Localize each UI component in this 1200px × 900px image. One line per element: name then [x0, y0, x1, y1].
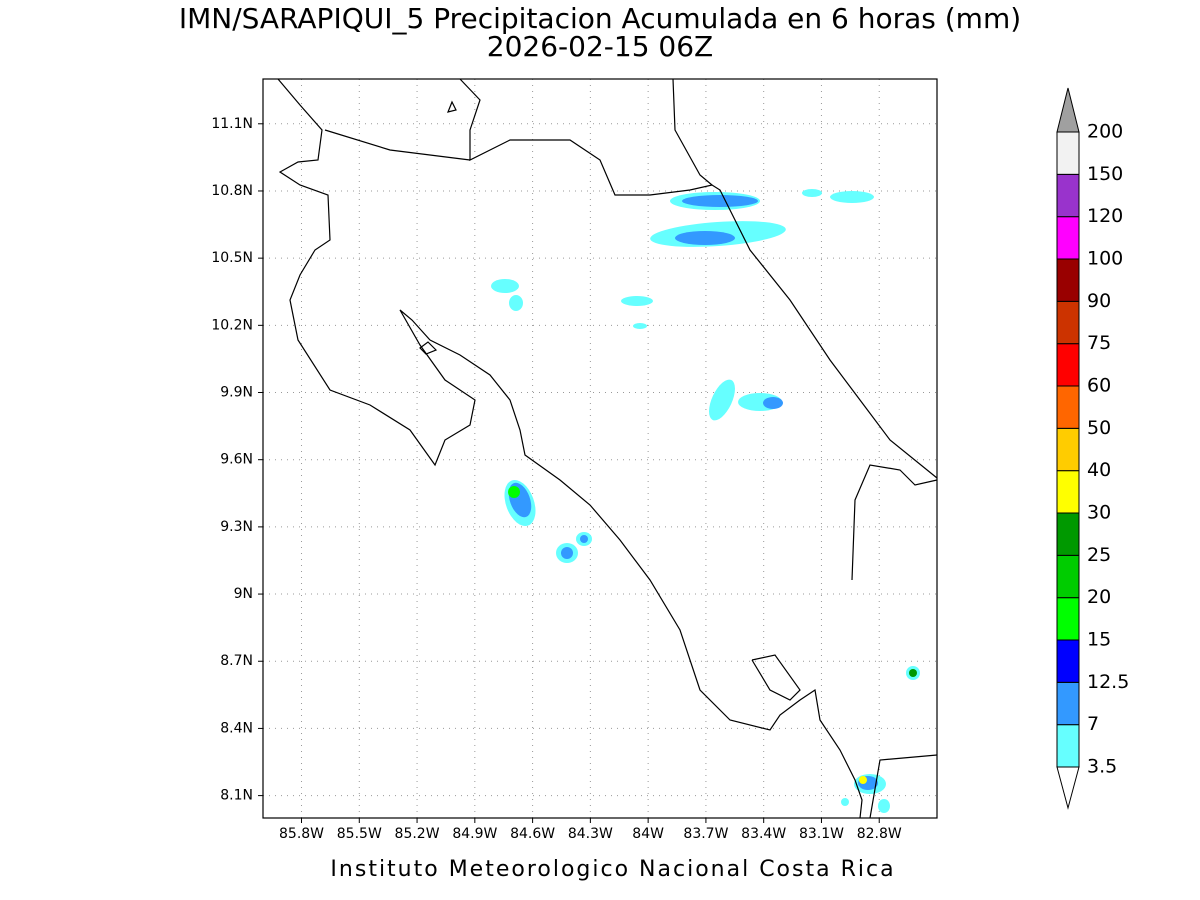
colorbar-label: 40 [1087, 459, 1111, 481]
colorbar-box [1056, 724, 1080, 768]
x-tick-label: 84.6W [510, 826, 555, 842]
colorbar-box [1056, 681, 1080, 726]
x-tick-label: 83.7W [683, 826, 728, 842]
y-tick-label: 10.5N [211, 250, 253, 266]
precip [491, 189, 920, 813]
x-tick-label: 83.4W [741, 826, 786, 842]
y-tick-label: 9.6N [220, 452, 253, 468]
colorbar: 3.5 7 12.5 15 20 25 30 40 50 60 75 90 100 120 150 200 [1056, 87, 1129, 810]
colorbar-box [1056, 512, 1080, 556]
colorbar-box [1056, 216, 1080, 260]
x-tick-label: 84.3W [568, 826, 613, 842]
colorbar-label: 90 [1087, 290, 1111, 312]
y-tick-label: 8.4N [220, 720, 253, 736]
colorbar-box [1056, 173, 1080, 218]
colorbar-box [1056, 300, 1080, 345]
y-tick-label: 8.7N [220, 653, 253, 669]
colorbar-label: 15 [1087, 629, 1111, 651]
y-tick-label: 9.9N [220, 385, 253, 401]
x-tick-label: 85.2W [395, 826, 440, 842]
y-tick-label: 10.8N [211, 183, 253, 199]
colorbar-label: 75 [1087, 332, 1111, 354]
colorbar-label: 25 [1087, 544, 1111, 566]
colorbar-label: 20 [1087, 586, 1111, 608]
y-tick-label: 10.2N [211, 317, 253, 333]
colorbar-label: 12.5 [1087, 671, 1129, 693]
colorbar-label: 7 [1087, 713, 1099, 735]
x-tick-label: 83.1W [799, 826, 844, 842]
x-tick-label: 84W [632, 826, 664, 842]
colorbar-box [1056, 639, 1080, 683]
title: IMN/SARAPIQUI_5 Precipitacion Acumulada … [179, 2, 1021, 35]
x-tick-label: 82.8W [857, 826, 902, 842]
colorbar-label: 60 [1087, 375, 1111, 397]
x-tick-label: 85.8W [279, 826, 324, 842]
colorbar-box [1056, 385, 1080, 429]
footer: Instituto Meteorologico Nacional Costa R… [330, 857, 895, 882]
colorbar-above [1056, 87, 1080, 133]
colorbar-label: 30 [1087, 502, 1111, 524]
map-frame [262, 78, 938, 819]
colorbar-box [1056, 554, 1080, 599]
y-tick-label: 8.1N [220, 788, 253, 804]
colorbar-label: 50 [1087, 417, 1111, 439]
colorbar-label: 150 [1087, 163, 1123, 185]
x-tick-label: 85.5W [337, 826, 382, 842]
y-tick-label: 11.1N [211, 116, 253, 132]
colorbar-box [1056, 427, 1080, 472]
colorbar-label: 3.5 [1087, 756, 1117, 778]
colorbar-box [1056, 597, 1080, 641]
colorbar-box [1056, 258, 1080, 302]
colorbar-below [1056, 766, 1080, 810]
colorbar-box [1056, 470, 1080, 514]
colorbar-label: 100 [1087, 248, 1123, 270]
y-tick-label: 9N [234, 586, 253, 602]
coastlines [277, 78, 938, 819]
subtitle: 2026-02-15 06Z [487, 30, 713, 63]
colorbar-box [1056, 343, 1080, 387]
x-tick-label: 84.9W [452, 826, 497, 842]
y-tick-label: 9.3N [220, 519, 253, 535]
colorbar-label: 120 [1087, 205, 1123, 227]
colorbar-label: 200 [1087, 121, 1123, 143]
colorbar-box [1056, 131, 1080, 175]
grid [263, 79, 937, 818]
